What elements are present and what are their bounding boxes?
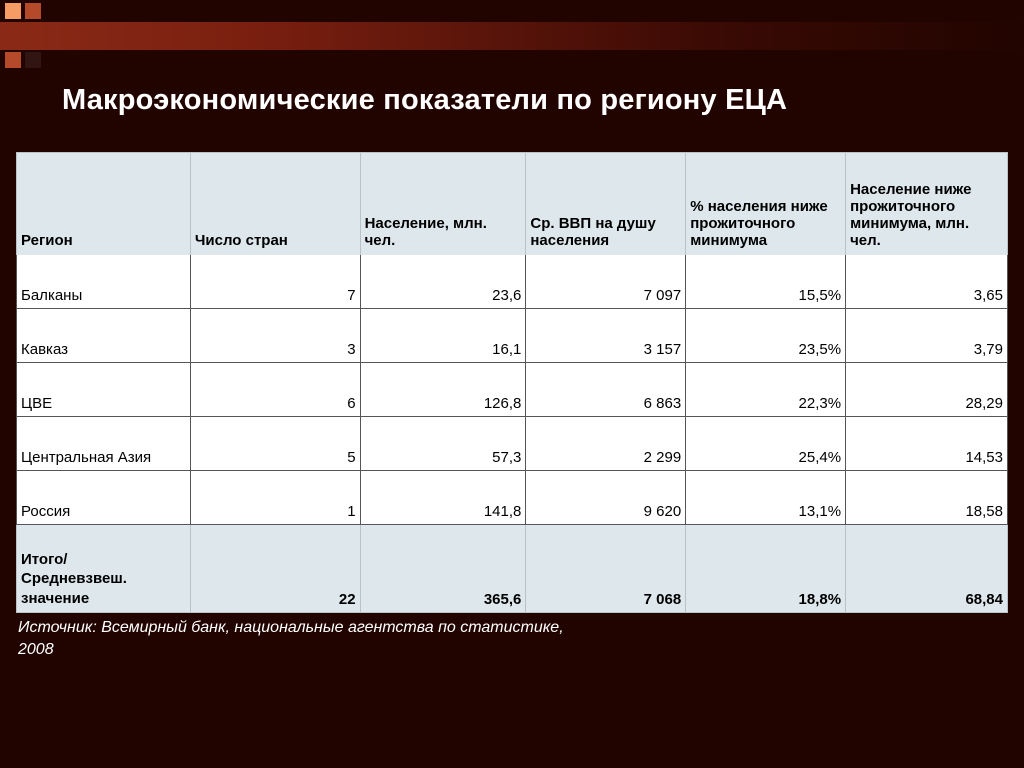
- cell-countries: 5: [190, 417, 360, 471]
- cell-below: 3,65: [846, 255, 1008, 309]
- cell-below: 28,29: [846, 363, 1008, 417]
- cell-pop: 57,3: [360, 417, 526, 471]
- deco-square: [5, 52, 21, 68]
- cell-pct: 25,4%: [686, 417, 846, 471]
- col-region: Регион: [17, 153, 191, 255]
- col-gdp: Ср. ВВП на душу населения: [526, 153, 686, 255]
- cell-gdp: 3 157: [526, 309, 686, 363]
- header-row: Регион Число стран Население, млн. чел. …: [17, 153, 1008, 255]
- cell-countries: 1: [190, 471, 360, 525]
- cell-pct: 22,3%: [686, 363, 846, 417]
- cell-gdp: 7 097: [526, 255, 686, 309]
- cell-region: Балканы: [17, 255, 191, 309]
- cell-pct: 15,5%: [686, 255, 846, 309]
- col-pop: Население, млн. чел.: [360, 153, 526, 255]
- cell-below: 3,79: [846, 309, 1008, 363]
- col-below: Население ниже прожиточного минимума, мл…: [846, 153, 1008, 255]
- deco-square: [25, 3, 41, 19]
- cell-gdp: 2 299: [526, 417, 686, 471]
- cell-total-below: 68,84: [846, 525, 1008, 613]
- cell-countries: 6: [190, 363, 360, 417]
- cell-pop: 16,1: [360, 309, 526, 363]
- col-pct: % населения ниже прожиточного минимума: [686, 153, 846, 255]
- cell-region: ЦВЕ: [17, 363, 191, 417]
- deco-square: [25, 52, 41, 68]
- cell-countries: 7: [190, 255, 360, 309]
- cell-total-pop: 365,6: [360, 525, 526, 613]
- slide-title: Макроэкономические показатели по региону…: [62, 84, 787, 117]
- cell-total-label: Итого/Средневзвеш.значение: [17, 525, 191, 613]
- cell-pop: 23,6: [360, 255, 526, 309]
- cell-pct: 23,5%: [686, 309, 846, 363]
- cell-total-pct: 18,8%: [686, 525, 846, 613]
- cell-pop: 141,8: [360, 471, 526, 525]
- cell-region: Центральная Азия: [17, 417, 191, 471]
- source-note: Источник: Всемирный банк, национальные а…: [16, 613, 596, 664]
- table-container: Регион Число стран Население, млн. чел. …: [16, 152, 1008, 664]
- table-row: Балканы723,67 09715,5%3,65: [17, 255, 1008, 309]
- data-table: Регион Число стран Население, млн. чел. …: [16, 152, 1008, 613]
- col-countries: Число стран: [190, 153, 360, 255]
- table-row: ЦВЕ6126,86 86322,3%28,29: [17, 363, 1008, 417]
- table-row: Центральная Азия557,32 29925,4%14,53: [17, 417, 1008, 471]
- corner-decoration: [0, 0, 200, 80]
- cell-below: 18,58: [846, 471, 1008, 525]
- cell-countries: 3: [190, 309, 360, 363]
- cell-below: 14,53: [846, 417, 1008, 471]
- cell-pct: 13,1%: [686, 471, 846, 525]
- cell-total-countries: 22: [190, 525, 360, 613]
- table-row: Кавказ316,13 15723,5%3,79: [17, 309, 1008, 363]
- cell-pop: 126,8: [360, 363, 526, 417]
- cell-region: Россия: [17, 471, 191, 525]
- cell-gdp: 9 620: [526, 471, 686, 525]
- table-row: Россия1141,89 62013,1%18,58: [17, 471, 1008, 525]
- cell-gdp: 6 863: [526, 363, 686, 417]
- total-row: Итого/Средневзвеш.значение22365,67 06818…: [17, 525, 1008, 613]
- deco-square: [5, 3, 21, 19]
- cell-total-gdp: 7 068: [526, 525, 686, 613]
- cell-region: Кавказ: [17, 309, 191, 363]
